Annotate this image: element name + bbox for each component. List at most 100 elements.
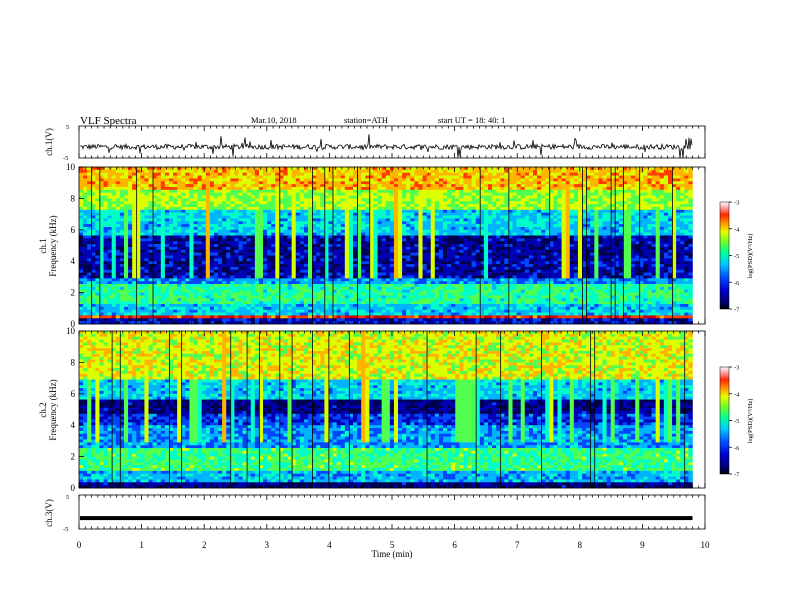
spectrogram-cell [369,224,374,228]
spectrogram-cell [348,312,354,316]
spectrogram-cell [254,226,260,231]
spectrogram-cell [373,266,378,271]
spectrogram-cell [377,189,382,193]
spectrogram-cell [295,192,301,196]
spectrogram-cell [406,204,411,208]
spectrogram-cell [353,255,358,259]
spectrogram-cell [136,249,141,253]
spectrogram-cell [201,315,207,319]
spectrogram-cell [258,281,264,285]
spectrogram-cell [230,249,235,253]
spectrogram-cell [434,252,440,256]
spectrogram-cell [189,252,194,256]
spectrogram-cell [185,298,190,302]
spectrogram-cell [79,204,84,208]
spectrogram-cell [222,255,227,259]
spectrogram-cell [324,221,329,225]
spectrogram-cell [99,184,104,188]
spectrogram-cell [426,181,432,185]
spectrogram-cell [344,175,350,179]
spectrogram-cell [332,232,337,236]
spectrogram-cell [426,304,432,308]
spectrogram-cell [332,192,337,196]
spectrogram-cell [79,195,84,199]
spectrogram-cell [164,218,170,222]
spectrogram-cell [332,235,337,239]
spectrogram-cell [111,221,117,225]
spectrogram-cell [299,312,305,316]
spectrogram-cell [324,312,329,316]
spectrogram-cell [107,215,113,219]
spectrogram-cell [246,192,252,196]
spectrogram-cell [287,281,292,285]
spectrogram-cell [402,261,407,265]
spectrogram-cell [406,264,411,268]
spectrogram-cell [271,286,276,291]
spectrogram-cell [263,261,268,265]
spectrogram-cell [156,258,162,262]
spectrogram-cell [160,201,166,205]
spectrogram-cell [320,304,325,308]
spectrogram-cell [291,229,297,233]
spectrogram-cell [107,298,113,302]
spectrogram-cell [242,235,247,239]
spectrogram-cell [406,189,411,193]
spectrogram-cell [357,306,362,311]
spectrogram-cell [83,289,88,293]
spectrogram-cell [91,275,96,279]
spectrogram-cell [340,201,346,205]
spectrogram-cell [132,175,137,179]
spectrogram-cell [181,224,186,228]
spectrogram-cell [271,215,276,219]
spectrogram-cell [263,304,268,308]
spectrogram-cell [377,172,382,176]
spectrogram-cell [177,269,182,273]
spectrogram-cell [83,226,88,231]
spectrogram-cell [402,212,407,216]
spectrogram-cell [168,298,174,302]
spectrogram-cell [177,189,182,193]
spectrogram-cell [324,306,329,311]
spectrogram-cell [140,186,145,191]
spectrogram-cell [287,169,292,173]
spectrogram-cell [271,221,276,225]
spectrogram-cell [205,312,211,316]
spectrogram-cell [132,301,137,305]
spectrogram-cell [398,212,403,216]
spectrogram-cell [123,309,129,313]
spectrogram-cell [103,181,108,185]
spectrogram-cell [201,235,207,239]
spectrogram-cell [348,204,354,208]
spectrogram-cell [234,175,239,179]
spectrogram-cell [209,304,215,308]
spectrogram-cell [230,275,235,279]
spectrogram-cell [324,315,329,319]
spectrogram-cell [406,258,411,262]
spectrogram-cell [111,195,117,199]
spectrogram-cell [414,206,419,211]
spectrogram-cell [287,206,292,211]
spectrogram-cell [230,269,235,273]
spectrogram-cell [275,224,280,228]
spectrogram-cell [128,278,133,282]
spectrogram-cell [87,255,92,259]
spectrogram-cell [119,221,125,225]
spectrogram-cell [373,198,378,202]
spectrogram-cell [377,315,382,319]
spectrogram-cell [136,167,141,171]
spectrogram-cell [328,226,333,231]
spectrogram-cell [316,289,321,293]
spectrogram-cell [119,238,125,242]
spectrogram-cell [164,278,170,282]
spectrogram-cell [406,178,411,182]
spectrogram-cell [140,249,145,253]
spectrogram-cell [398,201,403,205]
spectrogram-cell [234,209,239,213]
spectrogram-cell [377,204,382,208]
spectrogram-cell [91,261,96,265]
spectrogram-cell [308,281,313,285]
spectrogram-cell [83,181,88,185]
spectrogram-cell [418,212,423,216]
spectrogram-cell [336,286,342,291]
spectrogram-cell [152,221,158,225]
